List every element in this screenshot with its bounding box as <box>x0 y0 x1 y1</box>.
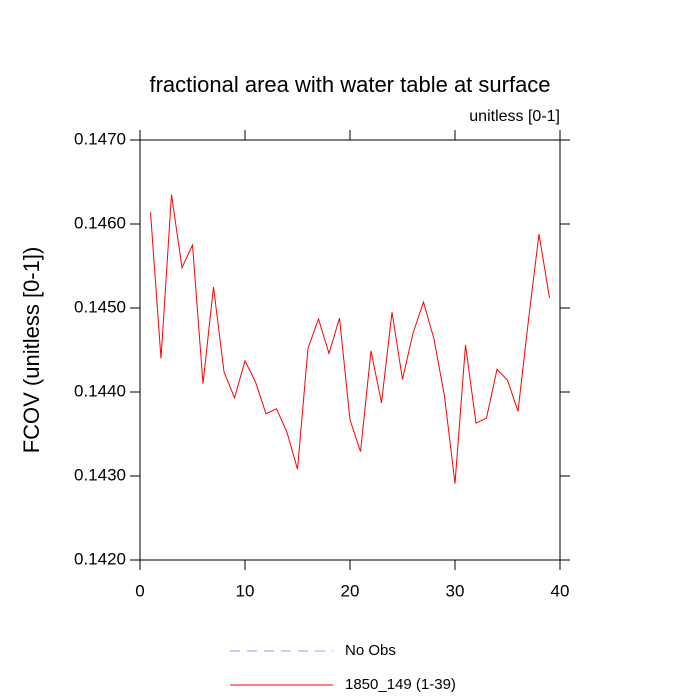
y-tick-label: 0.1430 <box>74 465 126 484</box>
legend-label: 1850_149 (1-39) <box>345 676 456 693</box>
chart-subtitle: unitless [0-1] <box>469 108 560 125</box>
x-tick-label: 30 <box>446 581 465 600</box>
y-tick-label: 0.1470 <box>74 129 126 148</box>
y-tick-label: 0.1440 <box>74 381 126 400</box>
chart-title: fractional area with water table at surf… <box>149 72 550 97</box>
plot-frame <box>139 139 561 561</box>
legend-label: No Obs <box>345 642 396 659</box>
y-tick-label: 0.1460 <box>74 213 126 232</box>
x-tick-label: 40 <box>551 581 570 600</box>
x-tick-label: 0 <box>135 581 144 600</box>
x-tick-label: 20 <box>341 581 360 600</box>
series-line <box>150 194 550 484</box>
x-tick-label: 10 <box>236 581 255 600</box>
y-axis-label: FCOV (unitless [0-1]) <box>19 247 44 454</box>
y-tick-label: 0.1420 <box>74 549 126 568</box>
y-tick-label: 0.1450 <box>74 297 126 316</box>
